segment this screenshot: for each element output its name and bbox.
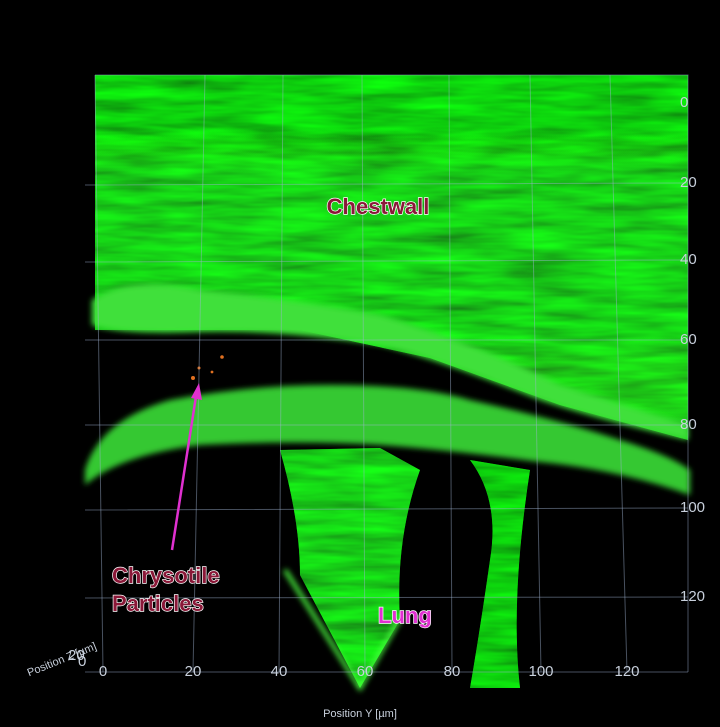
x-tick-label: 40 xyxy=(680,251,697,268)
z-tick-label: 0 xyxy=(78,653,86,670)
y-tick-label: 100 xyxy=(528,663,553,680)
particles-label: Particles xyxy=(112,591,204,616)
particles-label: Chrysotile xyxy=(112,563,220,588)
y-tick-label: 80 xyxy=(444,663,461,680)
y-tick-label: 0 xyxy=(99,663,107,680)
x-tick-label: 80 xyxy=(680,416,697,433)
lung-label: Lung xyxy=(378,603,432,628)
y-tick-label: 40 xyxy=(271,663,288,680)
y-axis-label: Position Y [µm] xyxy=(323,708,397,720)
x-tick-label: 120 xyxy=(680,588,705,605)
x-tick-label: 60 xyxy=(680,331,697,348)
microscopy-view: Chestwall Chrysotile Particles Lung Posi… xyxy=(0,0,720,727)
y-tick-label: 20 xyxy=(185,663,202,680)
y-tick-label: 120 xyxy=(614,663,639,680)
x-tick-label: 100 xyxy=(680,499,705,516)
y-tick-label: 60 xyxy=(357,663,374,680)
x-tick-label: 0 xyxy=(680,94,688,111)
chestwall-label: Chestwall xyxy=(327,194,430,219)
x-tick-label: 20 xyxy=(680,174,697,191)
